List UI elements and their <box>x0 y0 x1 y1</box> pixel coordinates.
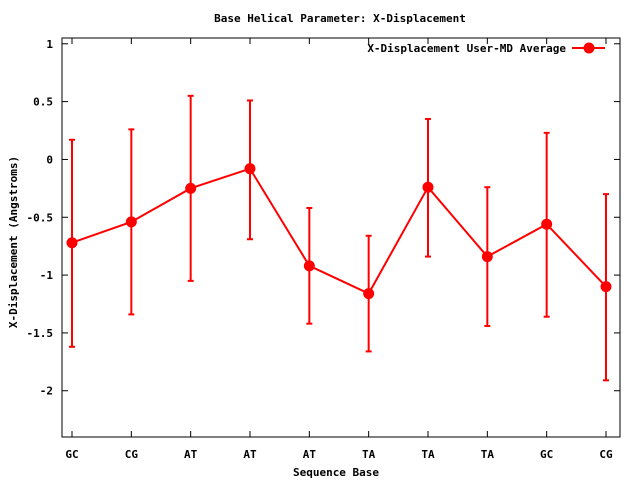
y-axis: 1 0.5 0 -0.5 -1 -1.5 -2 <box>27 38 620 398</box>
error-bars <box>69 94 609 382</box>
x-tick-label: TA <box>481 448 495 461</box>
series-layer <box>66 94 612 382</box>
x-axis: GC CG AT AT AT TA TA TA GC CG <box>65 38 613 461</box>
markers <box>66 163 612 300</box>
data-point <box>363 288 375 300</box>
x-tick-label: TA <box>362 448 376 461</box>
x-tick-label: CG <box>125 448 139 461</box>
data-point <box>185 182 197 194</box>
y-tick-label: 1 <box>46 38 53 51</box>
data-point <box>600 281 612 293</box>
legend-label: X-Displacement User-MD Average <box>367 42 566 55</box>
plot-area-border <box>61 37 621 438</box>
x-tick-label: AT <box>184 448 198 461</box>
x-tick-label: AT <box>243 448 257 461</box>
data-point <box>66 237 78 249</box>
x-axis-label: Sequence Base <box>293 466 379 479</box>
data-point <box>125 216 137 228</box>
data-point <box>422 181 434 193</box>
data-point <box>481 251 493 263</box>
series-line <box>71 167 607 295</box>
legend-swatch-marker <box>583 42 595 54</box>
legend: X-Displacement User-MD Average <box>367 42 605 55</box>
data-point <box>541 218 553 230</box>
y-tick-label: -1.5 <box>27 327 54 340</box>
y-tick-label: -1 <box>40 269 54 282</box>
x-tick-label: CG <box>599 448 613 461</box>
y-tick-label: 0 <box>46 153 53 166</box>
data-point <box>303 260 315 272</box>
y-tick-label: -2 <box>40 385 53 398</box>
y-tick-label: 0.5 <box>33 96 53 109</box>
x-tick-label: TA <box>421 448 435 461</box>
x-tick-label: AT <box>303 448 317 461</box>
data-point <box>244 163 256 175</box>
x-tick-label: GC <box>540 448 553 461</box>
x-tick-label: GC <box>65 448 78 461</box>
y-axis-label: X-Displacement (Angstroms) <box>7 156 20 328</box>
y-tick-label: -0.5 <box>27 211 54 224</box>
chart-title: Base Helical Parameter: X-Displacement <box>214 12 466 25</box>
